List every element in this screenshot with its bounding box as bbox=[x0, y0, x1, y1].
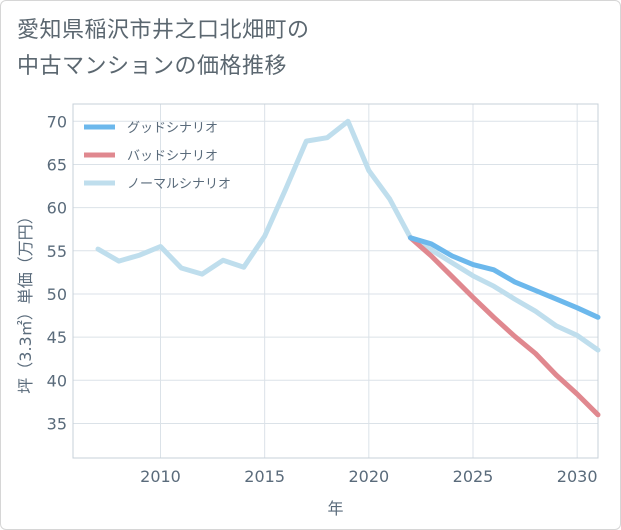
y-tick-label: 50 bbox=[47, 285, 67, 304]
chart-title-line2: 中古マンションの価格推移 bbox=[17, 54, 288, 79]
x-tick-label: 2030 bbox=[557, 467, 598, 486]
y-tick-label: 45 bbox=[47, 328, 67, 347]
legend-label: ノーマルシナリオ bbox=[127, 177, 231, 192]
x-tick-label: 2020 bbox=[348, 467, 389, 486]
y-tick-label: 35 bbox=[47, 414, 67, 433]
series-layer bbox=[95, 118, 601, 418]
plot-frame bbox=[72, 103, 599, 459]
series-line-1 bbox=[408, 235, 601, 418]
grid bbox=[73, 104, 598, 458]
chart-title-line1: 愛知県稲沢市井之口北畑町の bbox=[17, 18, 310, 43]
x-tick-label: 2025 bbox=[453, 467, 494, 486]
y-tick-label: 70 bbox=[47, 112, 67, 131]
series-line-0 bbox=[408, 235, 601, 320]
y-tick-label: 40 bbox=[47, 371, 67, 390]
y-axis-title: 坪（3.3㎡）単価（万円） bbox=[16, 208, 35, 393]
series-line-2 bbox=[95, 118, 601, 353]
y-tick-label: 65 bbox=[47, 155, 67, 174]
x-tick-label: 2015 bbox=[244, 467, 285, 486]
x-tick-label: 2010 bbox=[140, 467, 181, 486]
tick-labels: 2010 2015 2020 2025 2030 35 40 45 50 55 60 65 70 bbox=[47, 112, 598, 486]
y-tick-label: 55 bbox=[47, 242, 67, 261]
chart-title: 愛知県稲沢市井之口北畑町の 中古マンションの価格推移 bbox=[17, 13, 437, 85]
legend-label: バッドシナリオ bbox=[127, 149, 218, 164]
y-tick-label: 60 bbox=[47, 199, 67, 218]
x-axis-title: 年 bbox=[327, 499, 343, 518]
legend-label: グッドシナリオ bbox=[127, 121, 218, 136]
